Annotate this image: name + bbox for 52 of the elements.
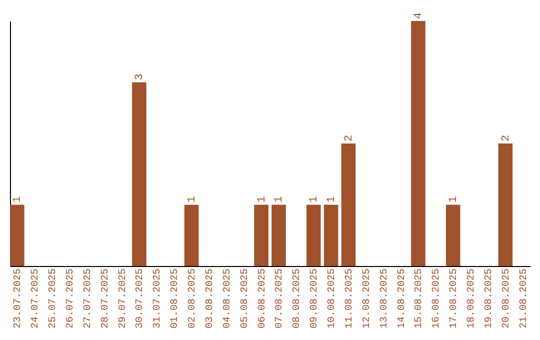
x-tick-label: 17.08.2025 xyxy=(449,268,460,329)
x-tick-label: 25.07.2025 xyxy=(48,268,60,329)
x-tick-label: 01.08.2025 xyxy=(170,268,182,329)
data-label: 1 xyxy=(274,196,286,203)
x-tick-label: 30.07.2025 xyxy=(135,268,146,329)
x-tick-label: 21.08.2025 xyxy=(518,268,530,329)
bar xyxy=(341,144,356,266)
x-tick-label: 26.07.2025 xyxy=(65,268,76,329)
x-tick-label: 19.08.2025 xyxy=(484,268,495,329)
x-tick-label: 23.07.2025 xyxy=(13,268,24,329)
x-tick-label: 14.08.2025 xyxy=(396,268,408,329)
bar xyxy=(132,82,146,266)
x-tick-label: 31.07.2025 xyxy=(152,268,164,329)
x-tick-label: 09.08.2025 xyxy=(310,268,321,329)
x-tick-label: 10.08.2025 xyxy=(327,268,338,329)
x-tick-label: 05.08.2025 xyxy=(240,268,251,329)
x-tick-label: 13.08.2025 xyxy=(379,268,390,329)
data-label: 1 xyxy=(12,196,24,203)
bar xyxy=(324,204,338,266)
x-tick-label: 04.08.2025 xyxy=(222,268,234,329)
bar xyxy=(254,204,268,266)
x-tick-label: 20.08.2025 xyxy=(501,268,512,329)
x-tick-label: 06.08.2025 xyxy=(257,268,268,329)
x-tick-label: 18.08.2025 xyxy=(466,268,478,329)
data-label: 3 xyxy=(134,74,146,80)
x-tick-label: 02.08.2025 xyxy=(188,268,199,329)
data-label: 2 xyxy=(343,134,356,142)
data-label: 1 xyxy=(256,196,268,203)
data-label: 1 xyxy=(326,196,338,203)
bar xyxy=(306,204,321,266)
x-tick-label: 03.08.2025 xyxy=(204,268,216,329)
x-tick-label: 15.08.2025 xyxy=(414,268,426,329)
bar xyxy=(411,21,426,266)
x-tick-label: 16.08.2025 xyxy=(432,268,443,329)
bar xyxy=(184,204,199,266)
bar xyxy=(498,144,513,266)
data-label: 1 xyxy=(308,196,321,203)
x-tick-label: 11.08.2025 xyxy=(344,268,356,329)
x-tick-label: 08.08.2025 xyxy=(292,268,304,329)
x-tick-label: 12.08.2025 xyxy=(362,268,373,329)
bar xyxy=(10,204,24,266)
x-tick-label: 28.07.2025 xyxy=(100,268,112,329)
bar xyxy=(446,204,460,266)
x-tick-label: 29.07.2025 xyxy=(118,268,129,329)
x-tick-label: 27.07.2025 xyxy=(82,268,94,329)
data-label: 2 xyxy=(500,134,512,142)
data-label: 1 xyxy=(448,196,460,203)
data-label: 1 xyxy=(186,196,199,203)
data-label: 4 xyxy=(413,12,426,19)
x-tick-label: 07.08.2025 xyxy=(274,268,286,329)
x-tick-label: 24.07.2025 xyxy=(30,268,42,329)
bar xyxy=(272,204,286,266)
